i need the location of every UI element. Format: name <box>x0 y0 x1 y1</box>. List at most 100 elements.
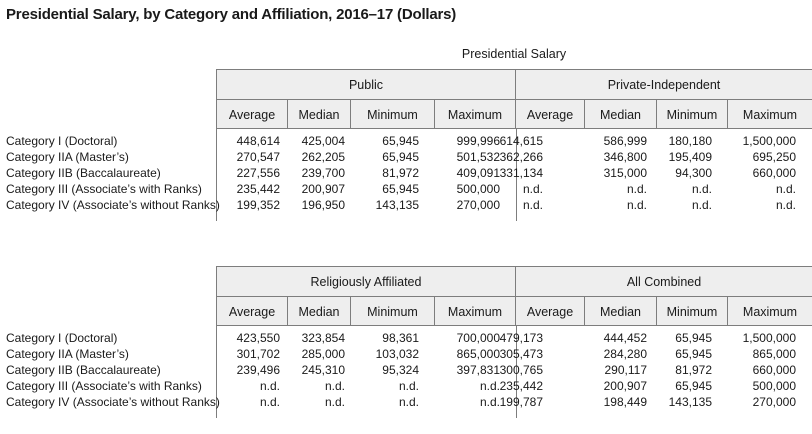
table-cell: n.d. <box>398 379 419 393</box>
table-cell: 239,496 <box>236 363 280 377</box>
group-header-left: Religiously Affiliated <box>216 266 516 296</box>
table-cell: 200,907 <box>603 379 647 393</box>
table-cell: 65,945 <box>675 331 712 345</box>
table-cell: 444,452 <box>603 331 647 345</box>
table-row: Category IIB (Baccalaureate) 239,496 245,3… <box>0 362 812 378</box>
table-cell: 143,135 <box>375 198 419 212</box>
table-cell: n.d. <box>691 198 712 212</box>
table-cell: 290,117 <box>604 363 648 377</box>
table-cell: 262,205 <box>301 150 345 164</box>
table-cell: 346,800 <box>603 150 647 164</box>
table-cell: 586,999 <box>603 134 647 148</box>
table-cell: 227,556 <box>236 166 280 180</box>
salary-table: Religiously Affiliated All Combined Averag… <box>0 266 812 418</box>
table-cell: 270,000 <box>456 198 500 212</box>
category-label: Category IIB (Baccalaureate) <box>6 166 161 180</box>
category-label: Category IIA (Master’s) <box>6 347 129 361</box>
table-cell: 199,352 <box>236 198 280 212</box>
table-cell: 195,409 <box>668 150 712 164</box>
table-cell: 198,449 <box>603 395 647 409</box>
table-cell: 239,700 <box>301 166 345 180</box>
table-cell: 500,000 <box>456 182 500 196</box>
column-divider <box>516 326 517 418</box>
column-divider <box>516 129 517 221</box>
category-label: Category IIB (Baccalaureate) <box>6 363 161 377</box>
table-cell: 94,300 <box>675 166 712 180</box>
table-cell: 305,473 <box>499 347 543 361</box>
table-cell: 660,000 <box>752 166 796 180</box>
table-cell: 614,615 <box>499 134 543 148</box>
column-header-maximum: Maximum <box>728 296 812 326</box>
category-label: Category IV (Associate’s without Ranks) <box>6 395 220 409</box>
column-header-average: Average <box>516 99 585 129</box>
table-row: Category I (Doctoral) 448,614 425,004 65,94… <box>0 133 812 149</box>
table-cell: 695,250 <box>752 150 796 164</box>
table-cell: 284,280 <box>603 347 647 361</box>
column-header-median: Median <box>585 99 657 129</box>
table-cell: 65,945 <box>382 182 419 196</box>
table-cell: n.d. <box>324 395 345 409</box>
table-row: Category IV (Associate’s without Ranks) 1… <box>0 197 812 213</box>
column-header-minimum: Minimum <box>351 296 435 326</box>
column-divider <box>216 326 217 418</box>
category-label: Category IV (Associate’s without Ranks) <box>6 198 220 212</box>
table-cell: 865,000 <box>456 347 500 361</box>
table-cell: 65,945 <box>675 347 712 361</box>
table-cell: n.d. <box>259 379 280 393</box>
group-header-left: Public <box>216 69 516 99</box>
table-cell: 315,000 <box>603 166 647 180</box>
table-row: Category III (Associate’s with Ranks) 235… <box>0 181 812 197</box>
column-header-average: Average <box>216 296 288 326</box>
measure-header-row: Average Median Minimum Maximum Average Median… <box>0 99 812 129</box>
measure-header-row: Average Median Minimum Maximum Average Median… <box>0 296 812 326</box>
column-header-maximum: Maximum <box>728 99 812 129</box>
table-cell: 245,310 <box>301 363 345 377</box>
salary-table: Public Private-Independent Average Median Mi… <box>0 69 812 221</box>
table-cell: 479,173 <box>499 331 543 345</box>
category-label: Category I (Doctoral) <box>6 331 118 345</box>
table-cell: 81,972 <box>675 363 712 377</box>
group-header-right: All Combined <box>516 266 812 296</box>
table-title: Presidential Salary, by Category and Aff… <box>6 6 457 23</box>
table-cell: 448,614 <box>236 134 280 148</box>
table-cell: 235,442 <box>499 379 543 393</box>
table-cell: 409,091 <box>456 166 500 180</box>
column-divider <box>216 129 217 221</box>
column-header-minimum: Minimum <box>657 296 728 326</box>
table-cell: 323,854 <box>301 331 345 345</box>
table-cell: 65,945 <box>675 379 712 393</box>
table-cell: 425,004 <box>301 134 345 148</box>
table-cell: 65,945 <box>382 150 419 164</box>
table-cell: 999,996 <box>456 134 500 148</box>
category-label: Category I (Doctoral) <box>6 134 118 148</box>
table-cell: 397,831 <box>456 363 500 377</box>
table-cell: n.d. <box>775 182 796 196</box>
table-row: Category IIA (Master’s) 270,547 262,205 65,… <box>0 149 812 165</box>
table-cell: n.d. <box>626 182 647 196</box>
table-cell: 196,950 <box>301 198 345 212</box>
table-cell: 103,032 <box>375 347 419 361</box>
table-row: Category III (Associate’s with Ranks) n.d… <box>0 378 812 394</box>
table-cell: 143,135 <box>668 395 712 409</box>
group-header-right: Private-Independent <box>516 69 812 99</box>
table-cell: 270,547 <box>236 150 280 164</box>
table-cell: 200,907 <box>301 182 345 196</box>
table-body: Category I (Doctoral) 423,550 323,854 98,36… <box>0 326 812 418</box>
table-cell: 500,000 <box>752 379 796 393</box>
table-cell: 235,442 <box>236 182 280 196</box>
table-cell: n.d. <box>522 182 543 196</box>
category-label: Category IIA (Master’s) <box>6 150 129 164</box>
table-row: Category IIB (Baccalaureate) 227,556 239,7… <box>0 165 812 181</box>
table-cell: 331,134 <box>499 166 543 180</box>
column-header-median: Median <box>288 296 351 326</box>
table-cell: 270,000 <box>752 395 796 409</box>
column-header-maximum: Maximum <box>435 99 516 129</box>
column-header-median: Median <box>288 99 351 129</box>
group-header-row: Public Private-Independent <box>0 69 812 99</box>
table-row: Category I (Doctoral) 423,550 323,854 98,36… <box>0 330 812 346</box>
table-cell: n.d. <box>324 379 345 393</box>
table-body: Category I (Doctoral) 448,614 425,004 65,94… <box>0 129 812 221</box>
table-cell: 81,972 <box>382 166 419 180</box>
table-cell: 865,000 <box>752 347 796 361</box>
column-header-minimum: Minimum <box>657 99 728 129</box>
